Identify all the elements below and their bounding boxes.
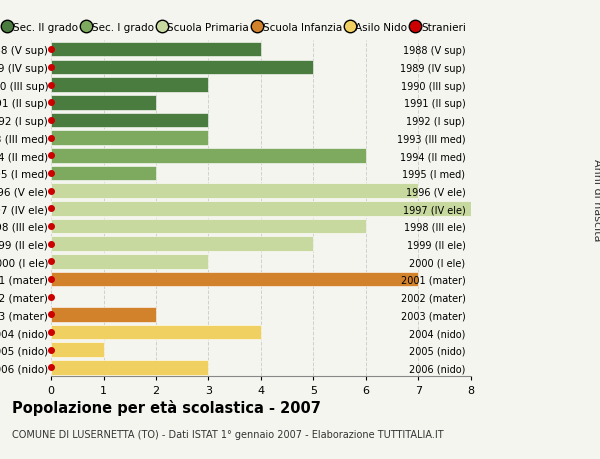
Bar <box>51 308 156 322</box>
Legend: Sec. II grado, Sec. I grado, Scuola Primaria, Scuola Infanzia, Asilo Nido, Stran: Sec. II grado, Sec. I grado, Scuola Prim… <box>5 22 466 33</box>
Bar <box>51 184 418 198</box>
Bar <box>51 272 418 286</box>
Text: Popolazione per età scolastica - 2007: Popolazione per età scolastica - 2007 <box>12 399 321 415</box>
Bar <box>51 166 156 181</box>
Bar <box>51 113 209 128</box>
Bar <box>51 202 471 216</box>
Text: COMUNE DI LUSERNETTA (TO) - Dati ISTAT 1° gennaio 2007 - Elaborazione TUTTITALIA: COMUNE DI LUSERNETTA (TO) - Dati ISTAT 1… <box>12 429 443 439</box>
Bar <box>51 360 209 375</box>
Bar <box>51 343 104 357</box>
Bar <box>51 131 209 146</box>
Text: Anni di nascita: Anni di nascita <box>592 158 600 241</box>
Bar <box>51 149 366 163</box>
Bar <box>51 219 366 234</box>
Bar <box>51 237 313 252</box>
Bar <box>51 255 209 269</box>
Bar <box>51 43 261 57</box>
Bar <box>51 61 313 75</box>
Bar <box>51 325 261 340</box>
Bar <box>51 78 209 93</box>
Bar <box>51 96 156 110</box>
